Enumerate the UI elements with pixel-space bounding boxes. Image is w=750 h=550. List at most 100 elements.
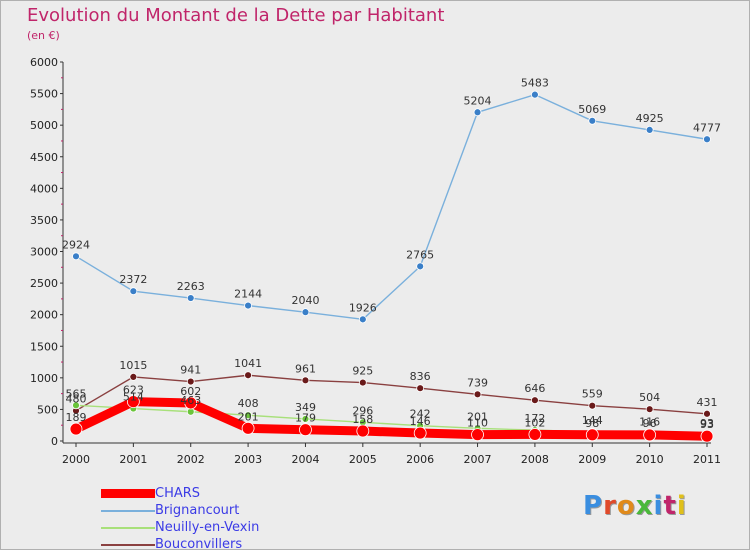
y-tick-label: 0 [51,435,58,448]
data-point [358,315,367,324]
data-point [241,421,255,435]
x-tick-label: 2009 [578,453,606,466]
x-tick-label: 2005 [349,453,377,466]
series-line-chars [71,397,712,441]
data-label: 116 [639,416,660,429]
y-tick-label: 1000 [30,372,58,385]
data-label: 602 [180,385,201,398]
data-point [645,405,654,414]
data-point [703,409,711,418]
data-label: 296 [352,404,373,417]
y-tick-label: 6000 [30,56,58,69]
data-point [356,424,370,438]
data-label: 98 [585,417,599,430]
data-point [69,422,83,436]
legend-label: CHARS [155,486,201,501]
data-label: 623 [123,384,144,397]
logo-letter: t [663,491,677,521]
data-point [129,372,138,381]
data-point [186,377,195,386]
x-tick-label: 2006 [406,453,434,466]
data-label: 2765 [406,248,434,261]
data-point [301,308,310,317]
data-label: 4925 [636,112,664,125]
data-label: 941 [180,364,201,377]
data-label: 158 [352,413,373,426]
x-tick-label: 2002 [177,453,205,466]
chart-title: Evolution du Montant de la Dette par Hab… [27,5,445,26]
data-point [358,378,367,387]
y-tick-label: 500 [37,403,58,416]
data-label: 5069 [578,103,606,116]
legend-swatch-neuilly [101,527,155,529]
data-point [416,262,425,271]
x-tick-label: 2011 [693,453,721,466]
data-label: 144 [582,414,603,427]
data-label: 739 [467,376,488,389]
data-label: 5204 [464,94,492,107]
y-tick-label: 4000 [30,182,58,195]
data-point [129,287,138,296]
data-label: 2144 [234,288,262,301]
y-tick-label: 5500 [30,88,58,101]
data-point [184,396,198,410]
data-point [301,415,310,423]
data-label: 349 [295,401,316,414]
data-label: 961 [295,362,316,375]
legend-swatch-chars [101,489,155,498]
data-label: 514 [123,391,144,404]
data-point [531,396,539,405]
x-tick-label: 2000 [62,453,90,466]
data-point [244,411,252,420]
x-tick-label: 2008 [521,453,549,466]
data-label: 1041 [234,357,262,370]
y-tick-label: 1500 [30,340,58,353]
data-point [588,401,597,410]
data-label: 242 [410,408,431,421]
data-point [703,135,711,144]
data-point [531,90,539,99]
data-point [413,426,427,440]
data-label: 2263 [177,280,205,293]
series-line-brignancourt [75,93,708,321]
x-tick-label: 2003 [234,453,262,466]
x-tick-label: 2007 [464,453,492,466]
data-label: 565 [66,387,87,400]
data-point [126,395,140,409]
data-point [244,301,252,310]
data-point [473,390,482,399]
data-label: 480 [66,393,87,406]
logo-letter: o [616,491,636,521]
data-point [471,428,484,442]
data-point [700,429,714,443]
data-label: 431 [697,396,718,409]
data-label: 172 [524,412,545,425]
y-tick-label: 4500 [30,151,58,164]
data-point [244,371,252,380]
legend-label: Neuilly-en-Vexin [155,520,260,535]
data-label: 408 [238,397,259,410]
data-point [72,401,80,410]
legend-swatch-bouconvillers [101,544,155,546]
data-point [645,126,654,134]
data-point [301,376,310,385]
data-label: 93 [700,417,714,430]
y-tick-label: 5000 [30,119,58,132]
data-label: 2924 [62,238,90,251]
data-label: 102 [524,416,545,429]
x-tick-label: 2010 [636,453,664,466]
data-point [473,108,482,117]
logo-letter: P [583,491,604,521]
data-label: 925 [352,365,373,378]
y-tick-label: 2000 [30,309,58,322]
data-label: 1926 [349,301,377,314]
y-tick-label: 2500 [30,277,58,290]
logo-letter: x [635,491,654,521]
data-label: 836 [410,370,431,383]
data-label: 179 [295,412,316,425]
x-tick-label: 2004 [291,453,319,466]
logo-letter: r [603,491,617,521]
data-point [72,252,80,261]
